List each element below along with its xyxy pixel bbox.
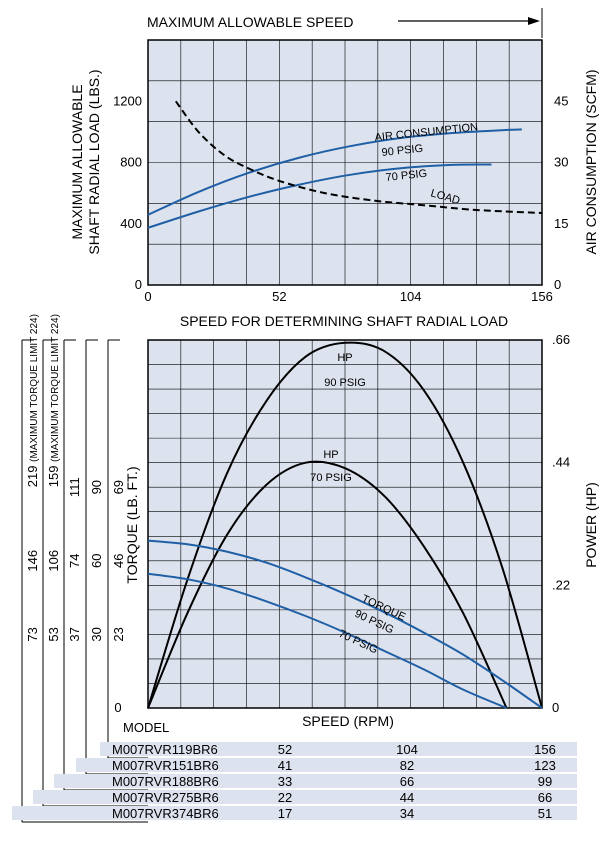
table-value-cell: 33 [278, 774, 292, 789]
table-value-cell: 41 [278, 758, 292, 773]
table-model-cell: M007RVR151BR6 [112, 758, 219, 773]
torque-tick-label: 146 [25, 550, 40, 572]
bottom-series-line-0 [147, 341, 543, 709]
table-row [33, 790, 577, 804]
top-ytick-label: 400 [120, 216, 142, 231]
torque-tick-label: 111 [67, 477, 82, 497]
top-ytick-label: 800 [120, 155, 142, 170]
top-y2tick-label: 30 [554, 155, 568, 170]
model-header: MODEL [123, 720, 169, 735]
torque-limit-note: (MAXIMUM TORQUE LIMIT 224) [29, 314, 40, 462]
top-chart-header: MAXIMUM ALLOWABLE SPEED [147, 14, 353, 30]
torque-tick-label: 73 [25, 627, 40, 641]
table-value-cell: 66 [400, 774, 414, 789]
top-x-ticks: 0 52 104 156 [144, 289, 552, 304]
torque-tick-label: 60 [89, 554, 104, 568]
top-ytick-label: 0 [135, 277, 142, 292]
torque-tick-label: 46 [111, 554, 126, 568]
top-series [147, 100, 543, 229]
torque-limit-label: 159 (MAXIMUM TORQUE LIMIT 224) [46, 314, 61, 487]
bottom-grid [148, 340, 542, 708]
table-value-cell: 44 [400, 790, 414, 805]
top-series-line-1 [147, 163, 492, 229]
torque-tick-label: 37 [67, 627, 82, 641]
top-grid [148, 40, 542, 285]
bottom-y2tick-label: 0 [552, 700, 559, 715]
bottom-right-ticks: 0 .22 .44 .66 [552, 332, 570, 715]
torque-tick-label: 53 [46, 627, 61, 641]
bottom-chart: 0 .22 .44 .66 73 146 53 106 37 74 111 30 60 90 23 46 69… [21, 314, 599, 823]
top-ytick-label: 1200 [113, 93, 142, 108]
torque-limit-note: (MAXIMUM TORQUE LIMIT 224) [50, 314, 61, 462]
torque-limit-value: 219 [25, 462, 40, 487]
bottom-y2tick-label: .44 [552, 455, 570, 470]
torque-tick-label: 69 [111, 480, 126, 494]
hp90-psig-label: 90 PSIG [324, 377, 366, 389]
top-ylabel-line1: MAXIMUM ALLOWABLE [69, 84, 85, 239]
torque-tick-label: 30 [89, 627, 104, 641]
table-row [76, 758, 577, 772]
torque-zero-label: 0 [114, 700, 121, 715]
max-speed-arrowhead [528, 17, 540, 25]
table-row [100, 742, 577, 756]
table-value-cell: 99 [538, 774, 552, 789]
bottom-ylabel: TORQUE (LB. FT.) [124, 466, 140, 583]
top-xtick-label: 0 [144, 289, 151, 304]
table-value-cell: 17 [278, 806, 292, 821]
table-model-cell: M007RVR275BR6 [112, 790, 219, 805]
table-value-cell: 156 [534, 742, 556, 757]
bottom-series [147, 341, 543, 709]
table-row [54, 774, 577, 788]
torque-limit-label: 219 (MAXIMUM TORQUE LIMIT 224) [25, 314, 40, 487]
table-row [12, 806, 577, 820]
label-air-90psig: 90 PSIG [381, 143, 424, 159]
torque-columns: 73 146 53 106 37 74 111 30 60 90 23 46 69 219 (MAXIMU… [21, 314, 148, 823]
bottom-y2tick-label: .22 [552, 577, 570, 592]
bottom-xlabel: SPEED (RPM) [302, 713, 394, 729]
top-xtick-label: 104 [400, 289, 422, 304]
bottom-series-line-2 [147, 539, 543, 709]
table-value-cell: 51 [538, 806, 552, 821]
table-value-cell: 66 [538, 790, 552, 805]
top-series-line-0 [147, 128, 522, 216]
table-value-cell: 22 [278, 790, 292, 805]
top-xtick-label: 156 [531, 289, 553, 304]
torque-tick-label: 23 [111, 627, 126, 641]
top-ylabel-line2: SHAFT RADIAL LOAD (LBS.) [86, 69, 102, 254]
bottom-series-line-1 [147, 460, 508, 709]
table-model-cell: M007RVR188BR6 [112, 774, 219, 789]
model-table: M007RVR119BR6 52 104 156 M007RVR151BR6 41 82 12… [12, 742, 577, 821]
top-y2label: AIR CONSUMPTION (SCFM) [583, 69, 599, 254]
table-model-cell: M007RVR119BR6 [112, 742, 218, 757]
top-y2tick-label: 15 [554, 216, 568, 231]
torque-tick-label: 90 [89, 480, 104, 494]
bottom-y2tick-label: .66 [552, 332, 570, 347]
table-value-cell: 52 [278, 742, 292, 757]
table-value-cell: 104 [396, 742, 418, 757]
torque-tick-label: 106 [46, 550, 61, 572]
top-y2tick-label: 45 [554, 93, 568, 108]
table-value-cell: 82 [400, 758, 414, 773]
top-left-ticks: 0 400 800 1200 [113, 93, 142, 292]
top-xlabel: SPEED FOR DETERMINING SHAFT RADIAL LOAD [180, 313, 508, 329]
torque-limit-value: 159 [46, 462, 61, 487]
top-series-line-2 [174, 100, 543, 214]
top-chart: MAXIMUM ALLOWABLE SPEED 0 400 800 1200 0 15 3… [69, 8, 599, 329]
label-air-70psig: 70 PSIG [385, 168, 428, 184]
bottom-series-line-3 [147, 572, 507, 709]
hp70-label: HP [323, 449, 338, 461]
top-xtick-label: 52 [272, 289, 286, 304]
table-value-cell: 123 [534, 758, 556, 773]
bottom-y2label: POWER (HP) [583, 482, 599, 568]
top-y2tick-label: 0 [554, 277, 561, 292]
hp70-psig-label: 70 PSIG [310, 472, 352, 484]
table-model-cell: M007RVR374BR6 [112, 806, 219, 821]
table-value-cell: 34 [400, 806, 414, 821]
hp90-label: HP [337, 352, 352, 364]
torque-tick-label: 74 [67, 554, 82, 568]
top-right-ticks: 0 15 30 45 [554, 93, 568, 292]
